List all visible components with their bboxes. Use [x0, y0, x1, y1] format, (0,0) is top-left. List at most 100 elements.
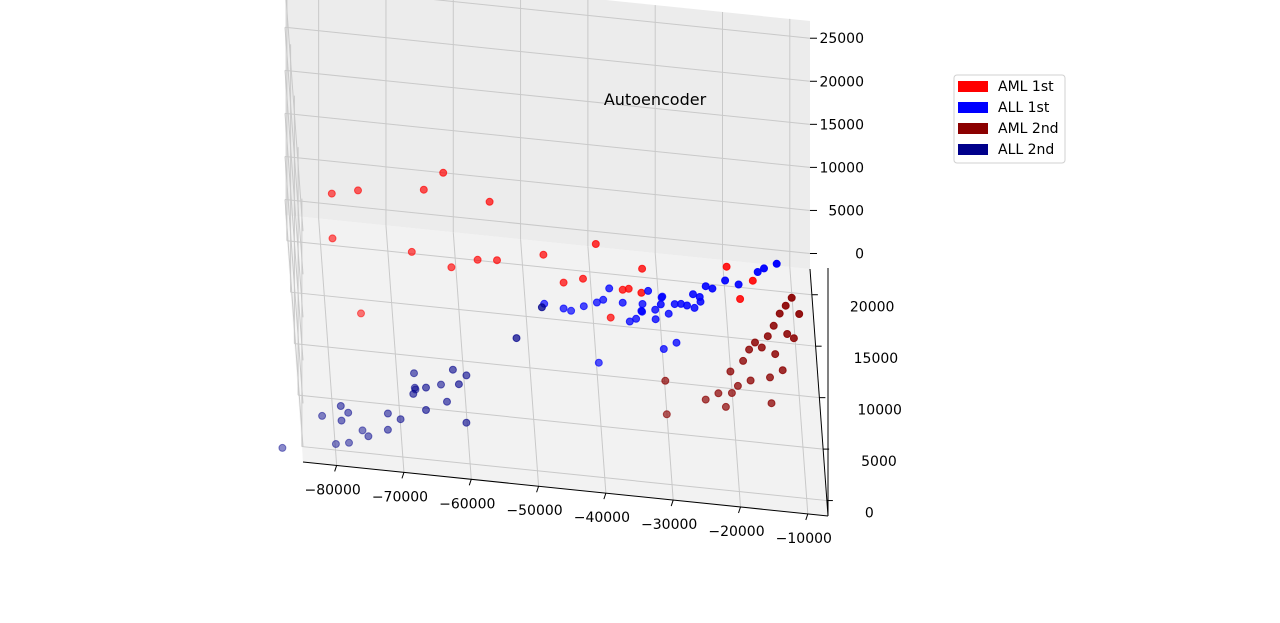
z-tick-label: 0 — [855, 247, 864, 263]
data-point — [739, 356, 748, 365]
y-gridline-floor — [286, 240, 812, 296]
data-point — [512, 334, 521, 343]
data-point — [771, 350, 780, 359]
data-point — [539, 250, 548, 259]
axis-lines — [302, 37, 833, 521]
x-tick-label: −70000 — [372, 489, 428, 505]
data-point — [594, 358, 603, 367]
legend: AML 1st ALL 1st AML 2nd ALL 2nd — [953, 74, 1066, 164]
data-point — [722, 262, 731, 271]
z-gridline-left — [284, 199, 304, 447]
z-gridline-back — [284, 112, 811, 168]
x-tick-mark — [334, 465, 338, 472]
x-tick-label: −50000 — [506, 503, 562, 519]
z-gridline-back — [284, 199, 811, 254]
series-aml-2nd — [661, 293, 804, 419]
data-point — [437, 380, 445, 389]
y-gridline-floor — [298, 394, 824, 450]
x-tick-label: −20000 — [708, 524, 764, 540]
y-tick-label: 5000 — [861, 454, 897, 470]
data-point — [644, 286, 653, 295]
x-tick-mark — [536, 486, 540, 493]
data-point — [419, 185, 428, 194]
data-point — [599, 295, 608, 304]
data-point — [783, 330, 792, 338]
data-point — [591, 240, 600, 248]
data-point — [726, 367, 735, 376]
data-point — [559, 304, 568, 313]
data-point — [690, 303, 699, 312]
data-point — [422, 383, 430, 392]
y-tick-label: 20000 — [850, 300, 895, 316]
data-point — [537, 303, 546, 312]
back-wall-pane — [285, 0, 810, 269]
data-point — [789, 334, 798, 343]
data-point — [664, 309, 673, 318]
data-point — [721, 402, 730, 411]
x-tick-mark — [670, 499, 674, 507]
data-point — [337, 416, 346, 425]
data-point — [624, 284, 633, 293]
floor-pane — [285, 215, 828, 516]
data-point — [462, 418, 471, 427]
series-aml-1st — [327, 168, 757, 322]
data-point — [733, 381, 742, 390]
legend-label: ALL 2nd — [998, 142, 1054, 158]
data-point — [695, 293, 704, 301]
y-tick-label: 10000 — [857, 403, 902, 419]
z-gridline-left — [284, 113, 304, 361]
y-tick-label: 15000 — [854, 351, 899, 367]
data-point — [662, 410, 671, 419]
data-point — [409, 389, 418, 398]
series-all-2nd — [278, 303, 546, 452]
data-point — [345, 438, 353, 447]
data-point — [396, 415, 405, 424]
data-point — [760, 264, 768, 273]
data-point — [757, 343, 766, 352]
y-gridline-floor — [294, 343, 820, 399]
data-point — [656, 300, 665, 309]
data-point — [659, 345, 668, 353]
data-point — [278, 443, 287, 452]
z-gridline-back — [433, 0, 811, 39]
legend-swatch — [958, 81, 988, 92]
data-point — [714, 389, 723, 398]
data-point — [383, 409, 392, 418]
z-gridline-left — [284, 70, 304, 318]
x-tick-label: −30000 — [641, 517, 697, 533]
y-tick-label: 0 — [865, 506, 874, 522]
x-tick-mark — [603, 492, 607, 500]
data-point — [701, 395, 710, 404]
data-point — [767, 399, 776, 408]
data-point — [651, 305, 660, 314]
legend-label: AML 1st — [998, 79, 1054, 95]
data-point — [606, 313, 615, 322]
x-tick-label: −40000 — [574, 510, 630, 526]
data-point — [632, 314, 641, 323]
data-point — [751, 338, 759, 347]
data-point — [637, 306, 646, 315]
data-point — [383, 425, 392, 434]
data-point — [683, 301, 691, 310]
data-point — [795, 310, 804, 318]
data-point — [454, 380, 463, 389]
data-point — [672, 338, 681, 347]
x-tick-mark — [401, 472, 405, 479]
data-point — [493, 256, 501, 265]
legend-box — [953, 74, 1066, 164]
data-point — [328, 234, 337, 243]
axis-panes — [285, 0, 828, 516]
x-gridline-floor — [789, 266, 809, 514]
z-tick-label: 20000 — [819, 74, 864, 90]
data-point — [763, 332, 772, 341]
data-point — [462, 371, 471, 380]
data-point — [772, 259, 781, 268]
data-point — [443, 397, 451, 406]
data-point — [485, 197, 494, 206]
y-gridline-floor — [301, 446, 827, 502]
x-gridline-floor — [318, 218, 338, 466]
x-gridline-floor — [452, 232, 472, 480]
data-point — [753, 268, 762, 276]
data-point — [638, 264, 647, 273]
